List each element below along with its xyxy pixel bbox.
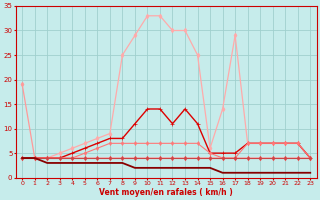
X-axis label: Vent moyen/en rafales ( km/h ): Vent moyen/en rafales ( km/h ) xyxy=(100,188,233,197)
